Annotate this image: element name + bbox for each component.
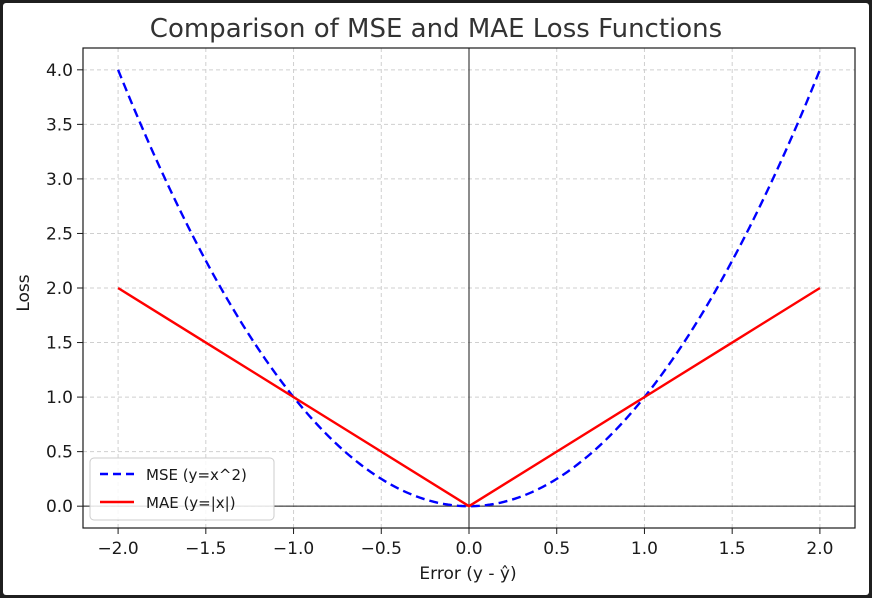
x-axis-ticks: −2.0 −1.5 −1.0 −0.5 0.0 0.5 1.0 1.5 2.0 [97, 528, 833, 559]
x-tick-label: −2.0 [97, 539, 138, 559]
series-line-mse [116, 69, 822, 508]
x-tick-label: −1.5 [185, 539, 226, 559]
plot-lines [116, 69, 822, 508]
y-tick-label: 0.5 [46, 443, 73, 463]
chart-frame: Comparison of MSE and MAE Loss Functions… [3, 3, 869, 595]
x-tick-label: 1.5 [719, 539, 746, 559]
y-tick-label: 1.5 [46, 334, 73, 354]
x-axis-label: Error (y - ŷ) [419, 564, 516, 584]
series-line-mae [117, 286, 821, 508]
x-tick-label: 0.5 [543, 539, 570, 559]
y-tick-label: 3.5 [46, 115, 73, 135]
y-tick-label: 4.0 [46, 61, 73, 81]
y-tick-label: 2.5 [46, 224, 73, 244]
y-axis-label: Loss [14, 274, 34, 311]
y-axis-ticks: 0.0 0.5 1.0 1.5 2.0 2.5 3.0 3.5 4.0 [46, 61, 83, 517]
chart-title: Comparison of MSE and MAE Loss Functions [150, 14, 722, 44]
x-tick-label: 2.0 [806, 539, 833, 559]
y-tick-label: 2.0 [46, 279, 73, 299]
x-tick-label: −1.0 [273, 539, 314, 559]
legend-label-mse: MSE (y=x^2) [146, 466, 247, 484]
x-tick-label: −0.5 [361, 539, 402, 559]
legend: MSE (y=x^2) MAE (y=|x|) [89, 457, 275, 521]
y-tick-label: 0.0 [46, 497, 73, 517]
legend-label-mae: MAE (y=|x|) [146, 494, 236, 512]
loss-chart: Comparison of MSE and MAE Loss Functions… [14, 14, 856, 584]
x-tick-label: 1.0 [631, 539, 658, 559]
y-tick-label: 1.0 [46, 388, 73, 408]
x-tick-label: 0.0 [455, 539, 482, 559]
legend-box [89, 457, 275, 521]
y-tick-label: 3.0 [46, 170, 73, 190]
